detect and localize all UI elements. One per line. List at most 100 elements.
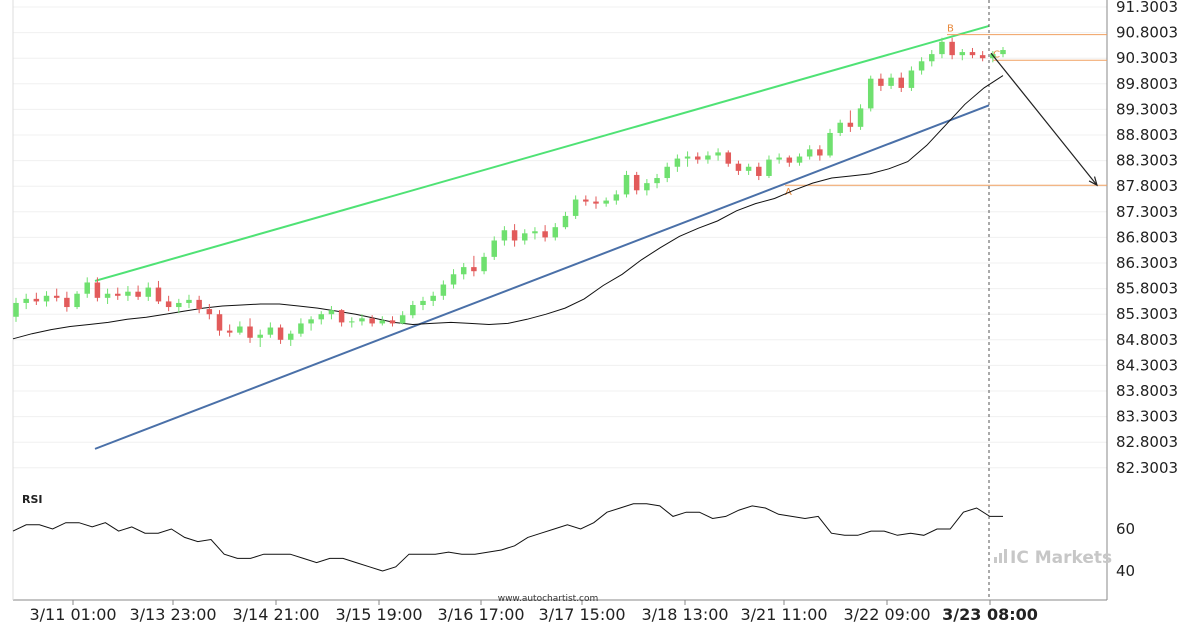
price-levels: ABC	[785, 0, 1107, 600]
candle	[715, 148, 721, 161]
candle	[481, 252, 487, 275]
candle	[552, 223, 559, 241]
candle	[908, 66, 915, 91]
candle	[74, 291, 80, 310]
rsi-line	[12, 503, 1003, 572]
rsi-tick-label: 60	[1116, 520, 1135, 538]
candle	[206, 303, 213, 320]
y-tick-label: 90.8003	[1116, 24, 1178, 42]
candle	[694, 152, 701, 164]
candle	[654, 173, 660, 189]
candle	[593, 196, 599, 209]
brand-name: IC Markets	[1010, 548, 1112, 568]
candle	[959, 48, 966, 61]
y-tick-label: 91.3003	[1116, 0, 1178, 16]
y-tick-label: 87.8003	[1116, 177, 1178, 195]
candle	[847, 110, 854, 132]
y-tick-label: 89.3003	[1116, 100, 1178, 118]
candle	[13, 297, 19, 322]
candle	[64, 291, 70, 312]
candle	[84, 277, 90, 298]
channel-lines	[94, 24, 990, 450]
candle	[359, 314, 365, 326]
candle	[664, 162, 670, 183]
candle	[23, 293, 29, 310]
candle	[257, 329, 263, 347]
candle	[837, 119, 843, 137]
candle	[532, 227, 538, 240]
candle	[857, 104, 864, 130]
forecast-arrow-line	[990, 52, 1098, 186]
source-label: www.autochartist.com	[498, 594, 599, 604]
candle	[471, 255, 477, 277]
x-tick-label: 3/22 09:00	[843, 605, 930, 624]
candle	[572, 195, 579, 219]
x-axis: 3/11 01:00 3/13 23:00 3/14 21:00 3/15 19:00…	[29, 600, 1038, 624]
candle	[430, 291, 436, 307]
candle	[318, 311, 325, 325]
candle	[583, 195, 589, 206]
candle	[796, 153, 803, 166]
y-tick-label: 84.8003	[1116, 331, 1178, 349]
candle	[918, 57, 925, 75]
candle	[267, 322, 274, 338]
x-tick-label: 3/16 17:00	[437, 605, 524, 624]
x-tick-label: 3/17 15:00	[538, 605, 625, 624]
candle	[298, 318, 304, 337]
candle	[237, 321, 243, 335]
candle	[379, 316, 386, 326]
y-tick-label: 84.3003	[1116, 356, 1178, 374]
candle	[328, 306, 335, 320]
moving-average	[12, 75, 1004, 340]
candle	[450, 269, 457, 289]
y-tick-label: 83.8003	[1116, 382, 1178, 400]
candle	[308, 316, 314, 331]
candle	[338, 309, 345, 327]
candle	[756, 162, 762, 181]
candle	[603, 197, 609, 207]
candle	[135, 285, 141, 300]
y-axis: 91.3003 90.8003 90.3003 89.8003 89.3003 88.80…	[1116, 0, 1178, 477]
candle	[216, 310, 223, 336]
candle	[949, 37, 955, 60]
candle	[786, 155, 793, 167]
candle	[969, 47, 976, 59]
candle	[522, 229, 528, 245]
candle	[94, 277, 101, 302]
candle	[878, 73, 884, 91]
lower-channel-line	[94, 104, 990, 450]
y-tick-label: 82.8003	[1116, 433, 1178, 451]
brand-bars-icon	[994, 557, 997, 563]
candle	[623, 170, 630, 198]
candle	[125, 286, 131, 301]
brand-logo: IC Markets	[994, 548, 1112, 568]
candle	[420, 296, 426, 311]
candle	[165, 295, 172, 312]
candle	[817, 145, 823, 161]
candle	[867, 75, 874, 112]
y-tick-label: 89.8003	[1116, 75, 1178, 93]
candle	[176, 298, 182, 314]
forecast-arrow-head	[1088, 176, 1098, 187]
candle	[705, 151, 711, 164]
x-tick-label: 3/18 13:00	[641, 605, 728, 624]
candle	[226, 324, 233, 337]
candle	[501, 226, 508, 246]
candle	[888, 73, 894, 89]
candle	[766, 155, 772, 179]
candle	[776, 153, 782, 164]
x-tick-label: 3/21 11:00	[740, 605, 827, 624]
candle	[43, 291, 50, 307]
candle	[827, 128, 833, 158]
candle	[186, 294, 192, 309]
candle	[115, 287, 121, 300]
y-tick-label: 87.3003	[1116, 203, 1178, 221]
candle	[979, 51, 986, 62]
candle	[898, 72, 904, 93]
y-tick-label: 82.3003	[1116, 459, 1178, 477]
upper-channel-line	[94, 24, 990, 282]
y-tick-label: 85.8003	[1116, 280, 1178, 298]
candle	[460, 263, 467, 280]
candle	[389, 316, 396, 327]
